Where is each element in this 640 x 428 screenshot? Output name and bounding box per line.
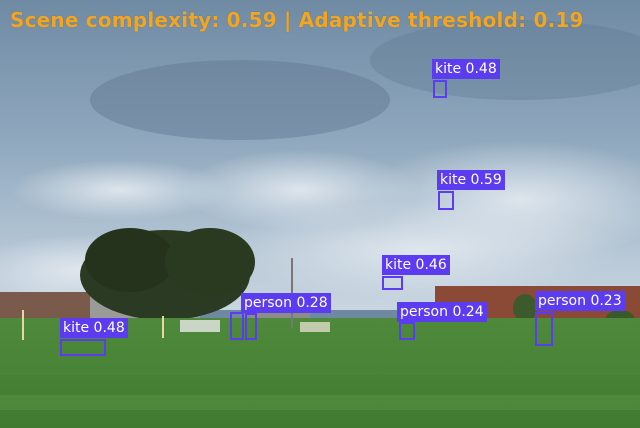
bounding-box (399, 322, 415, 340)
detection-label: kite 0.48 (60, 318, 128, 338)
tent (300, 322, 330, 332)
building (0, 292, 90, 322)
detection-label: person 0.24 (397, 302, 487, 322)
cloud (220, 200, 620, 300)
bounding-box (382, 276, 403, 290)
detection-label: kite 0.46 (382, 255, 450, 275)
scene-stats-header: Scene complexity: 0.59 | Adaptive thresh… (10, 8, 584, 32)
bounding-box (230, 312, 244, 340)
detection-label: person 0.28 (241, 293, 331, 313)
cloud (10, 160, 230, 220)
goal-post (162, 316, 164, 338)
field-stripe (0, 395, 640, 410)
bounding-box (60, 339, 106, 356)
bounding-box (433, 80, 447, 98)
field-stripe (0, 355, 640, 375)
detection-label: kite 0.48 (432, 59, 500, 79)
detection-label: kite 0.59 (437, 170, 505, 190)
cloud (90, 60, 390, 140)
bounding-box (245, 313, 257, 340)
cloud (370, 20, 640, 100)
bounding-box (438, 191, 454, 210)
goal-post (22, 310, 24, 340)
tree (165, 228, 255, 296)
tent (180, 320, 220, 332)
detection-label: person 0.23 (535, 291, 625, 311)
tree (85, 228, 175, 292)
bounding-box (535, 312, 553, 346)
tree (513, 294, 537, 322)
